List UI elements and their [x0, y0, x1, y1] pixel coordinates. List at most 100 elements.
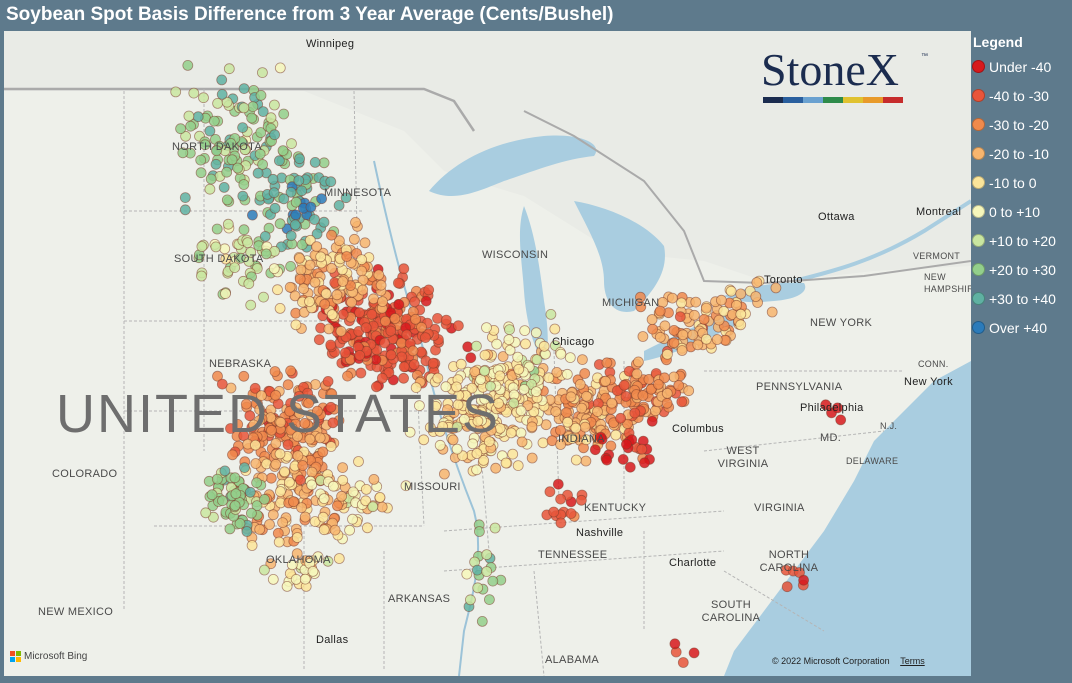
legend-item[interactable]: Over +40 [972, 313, 1072, 342]
basis-point[interactable] [377, 296, 388, 308]
basis-point[interactable] [464, 594, 476, 606]
basis-point[interactable] [246, 540, 258, 551]
basis-point[interactable] [223, 63, 235, 75]
basis-point[interactable] [375, 279, 387, 291]
basis-point[interactable] [323, 323, 335, 335]
basis-point[interactable] [227, 449, 238, 461]
bing-attribution[interactable]: Microsoft Bing [10, 651, 87, 662]
basis-point[interactable] [225, 138, 237, 149]
basis-point[interactable] [537, 437, 549, 449]
basis-point[interactable] [379, 315, 391, 327]
basis-point[interactable] [472, 582, 484, 594]
basis-point[interactable] [508, 397, 520, 409]
basis-point[interactable] [238, 224, 250, 236]
basis-point[interactable] [257, 106, 269, 117]
basis-point[interactable] [285, 365, 297, 377]
basis-point[interactable] [581, 390, 592, 402]
basis-point[interactable] [340, 192, 352, 204]
basis-point[interactable] [552, 478, 564, 490]
basis-point[interactable] [674, 311, 686, 323]
basis-point[interactable] [452, 320, 464, 332]
basis-point[interactable] [267, 173, 279, 185]
basis-point[interactable] [274, 218, 286, 230]
basis-point[interactable] [247, 101, 259, 112]
basis-point[interactable] [243, 278, 255, 290]
basis-point[interactable] [337, 462, 349, 474]
basis-point[interactable] [512, 351, 524, 363]
basis-point[interactable] [385, 349, 397, 361]
basis-point[interactable] [211, 223, 223, 235]
basis-point[interactable] [548, 506, 560, 518]
basis-point[interactable] [350, 216, 361, 228]
basis-point[interactable] [520, 338, 531, 350]
basis-point[interactable] [290, 196, 302, 208]
basis-point[interactable] [490, 462, 502, 474]
basis-point[interactable] [374, 491, 386, 503]
basis-point[interactable] [481, 322, 492, 334]
basis-point[interactable] [309, 156, 321, 168]
basis-point[interactable] [245, 299, 257, 311]
basis-point[interactable] [580, 455, 592, 467]
basis-point[interactable] [289, 219, 301, 231]
basis-point[interactable] [589, 444, 601, 456]
basis-point[interactable] [212, 98, 224, 109]
basis-point[interactable] [283, 476, 295, 488]
basis-point[interactable] [629, 407, 641, 419]
basis-point[interactable] [270, 437, 282, 449]
basis-point[interactable] [198, 92, 209, 104]
basis-point[interactable] [307, 566, 319, 577]
basis-point[interactable] [398, 263, 410, 275]
basis-point[interactable] [333, 553, 345, 564]
basis-point[interactable] [270, 389, 282, 401]
basis-point[interactable] [313, 334, 325, 346]
basis-point[interactable] [230, 488, 242, 500]
basis-point[interactable] [631, 368, 643, 380]
basis-point[interactable] [318, 524, 330, 536]
basis-point[interactable] [487, 575, 499, 587]
basis-point[interactable] [304, 433, 316, 445]
basis-point[interactable] [326, 262, 337, 274]
basis-point[interactable] [432, 312, 443, 324]
basis-point[interactable] [326, 388, 338, 400]
basis-point[interactable] [326, 229, 337, 241]
basis-point[interactable] [356, 254, 368, 266]
basis-point[interactable] [304, 296, 315, 307]
basis-point[interactable] [317, 511, 329, 523]
basis-point[interactable] [336, 490, 348, 502]
basis-point[interactable] [716, 294, 727, 306]
basis-point[interactable] [339, 347, 351, 359]
basis-point[interactable] [579, 368, 591, 379]
basis-point[interactable] [570, 422, 582, 434]
basis-point[interactable] [251, 500, 263, 512]
basis-point[interactable] [713, 314, 725, 326]
basis-point[interactable] [617, 453, 629, 465]
basis-point[interactable] [342, 370, 353, 382]
basis-point[interactable] [687, 329, 699, 341]
basis-point[interactable] [337, 276, 349, 287]
basis-point[interactable] [368, 293, 379, 305]
basis-point[interactable] [251, 477, 263, 489]
basis-point[interactable] [177, 147, 189, 159]
basis-point[interactable] [639, 457, 650, 469]
basis-point[interactable] [269, 366, 281, 377]
basis-point[interactable] [237, 122, 249, 133]
basis-point[interactable] [513, 363, 525, 375]
basis-point[interactable] [337, 308, 349, 320]
basis-point[interactable] [221, 194, 233, 206]
basis-point[interactable] [344, 524, 356, 536]
basis-point[interactable] [195, 167, 207, 179]
basis-point[interactable] [561, 368, 573, 380]
basis-point[interactable] [442, 404, 453, 416]
basis-point[interactable] [266, 424, 277, 436]
basis-point[interactable] [373, 269, 385, 281]
basis-point[interactable] [294, 273, 306, 285]
basis-point[interactable] [277, 145, 289, 156]
basis-point[interactable] [516, 436, 528, 448]
basis-point[interactable] [327, 417, 339, 429]
basis-point[interactable] [304, 234, 316, 246]
basis-point[interactable] [570, 454, 582, 466]
basis-point[interactable] [311, 228, 323, 240]
basis-point[interactable] [289, 290, 301, 302]
basis-point[interactable] [389, 313, 401, 324]
basis-point[interactable] [676, 297, 687, 309]
